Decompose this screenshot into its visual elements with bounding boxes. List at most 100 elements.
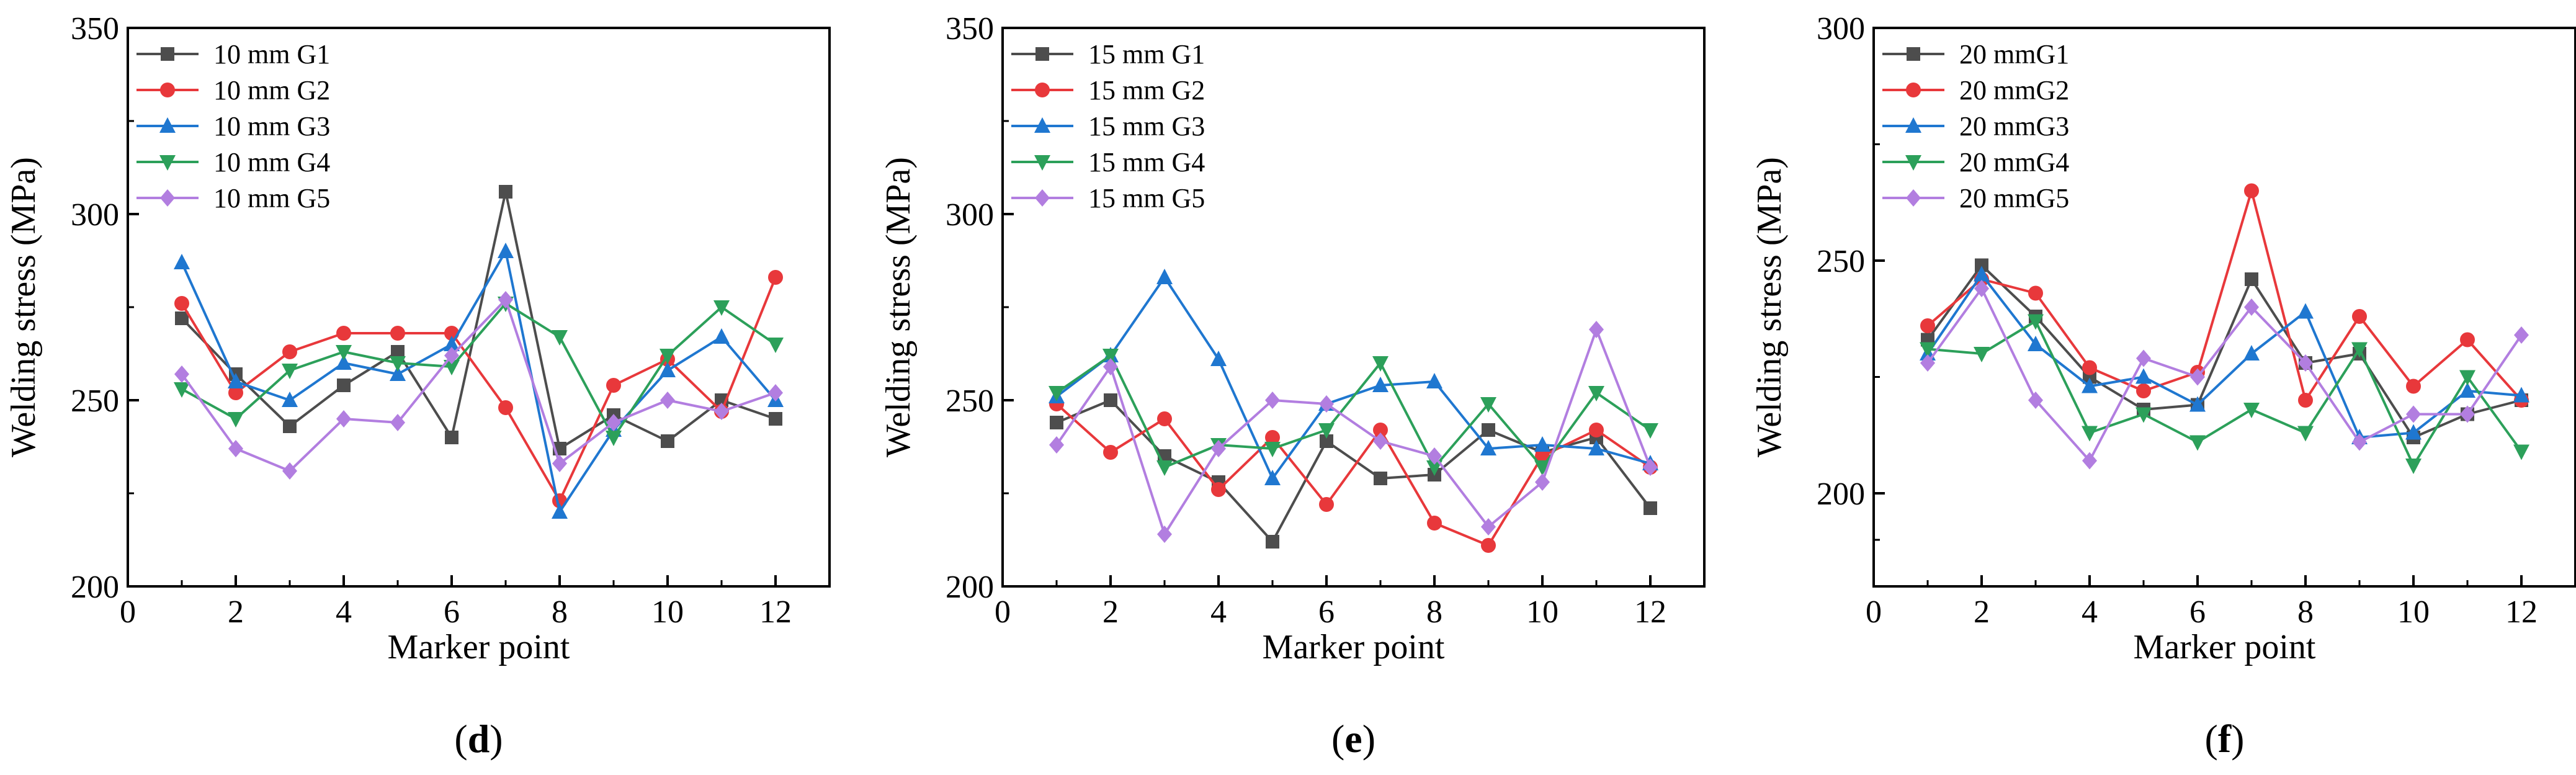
legend-marker [1035,83,1050,97]
legend-entry: 20 mmG2 [1882,75,2069,105]
data-point [498,291,513,308]
legend-entry: 10 mm G4 [136,147,330,177]
data-point [1157,526,1172,543]
legend-marker [1907,47,1920,61]
legend-marker [161,47,174,61]
x-tick-label: 4 [2082,594,2098,630]
data-point [660,362,676,377]
legend-marker [1034,117,1050,133]
legend-label: 15 mm G2 [1088,75,1205,105]
data-point [1156,269,1173,284]
data-point [1588,440,1604,455]
data-point [2082,426,2098,442]
data-point [390,365,406,381]
data-point [1265,392,1280,409]
data-point [282,344,297,359]
data-point [228,385,243,400]
data-point [1589,423,1604,437]
series-10-mm-g2 [174,270,783,508]
data-point [714,403,729,420]
legend-entry: 20 mmG3 [1882,111,2069,141]
series-10-mm-g5 [174,291,783,480]
data-point [768,384,783,401]
series-line [1055,403,1652,547]
data-point [444,347,459,364]
data-point [2352,309,2367,324]
data-point [2136,383,2151,398]
data-point [391,345,405,359]
panel-label: (e) [1331,717,1375,761]
data-point [2189,396,2206,412]
data-point [2351,342,2368,358]
data-point [2298,354,2313,372]
data-point [2406,405,2421,423]
legend-marker [1034,155,1050,171]
data-point [499,185,512,199]
series-line [1926,264,2522,439]
data-point [2460,332,2475,347]
series-10-mm-g4 [174,297,784,446]
legend-marker [1035,189,1050,207]
x-tick-label: 4 [336,594,352,630]
legend-entry: 10 mm G2 [136,75,330,105]
data-point [498,243,514,258]
series-line [181,277,777,502]
chart-panel-e: 0 2 4 6 8 10 12 200 250 300 350 Marker point Welding… [879,11,1706,761]
y-tick-label: 350 [946,11,994,47]
series-10-mm-g3 [174,243,784,519]
data-point [1049,386,1065,401]
panel-label: (f) [2205,717,2245,761]
legend-entry: 20 mmG5 [1882,183,2069,213]
data-point [2405,424,2422,440]
legend-label: 15 mm G5 [1088,183,1205,213]
y-tick-label: 300 [71,197,119,233]
legend-marker [159,117,176,133]
legend-marker [1035,47,1049,61]
data-point [1426,460,1442,476]
data-point [444,360,460,375]
data-point [2459,382,2475,398]
data-point [1974,347,1990,362]
data-point [1320,434,1333,448]
legend: 15 mm G1 15 mm G2 15 mm G3 15 mm G4 15 mm G5 [1011,39,1205,213]
data-point [1319,497,1334,512]
legend-entry: 10 mm G5 [136,183,330,213]
series-line [181,302,777,439]
legend-label: 10 mm G4 [213,147,330,177]
data-point [1102,349,1119,364]
legend-entry: 15 mm G1 [1011,39,1205,69]
x-tick-label: 10 [1526,594,1559,630]
data-point [2297,426,2314,442]
legend-entry: 15 mm G3 [1011,111,1205,141]
panel-label: (d) [454,717,503,761]
legend-label: 20 mmG5 [1959,183,2069,213]
x-axis-label: Marker point [1263,628,1445,666]
data-point [2405,459,2422,474]
data-point [713,300,730,316]
data-point [1534,460,1550,476]
legend-label: 10 mm G3 [213,111,330,141]
x-tick-label: 10 [651,594,684,630]
data-point [1372,377,1389,392]
series-line [181,250,777,513]
data-point [1535,449,1550,464]
data-point [660,349,676,364]
data-point [2460,405,2475,423]
data-point [2514,326,2529,344]
data-point [2513,387,2529,403]
x-tick-label: 8 [1426,594,1442,630]
data-point [282,462,297,480]
data-point [174,365,189,383]
x-tick-label: 8 [552,594,568,630]
data-point [1642,423,1658,439]
legend-entry: 20 mmG1 [1882,39,2069,69]
legend-entry: 10 mm G3 [136,111,330,141]
series-line [181,298,776,472]
data-point [2028,314,2044,330]
data-point [768,270,783,285]
legend-entry: 15 mm G5 [1011,183,1205,213]
y-tick-label: 200 [946,570,994,605]
data-point [1427,447,1442,465]
data-point [2297,303,2314,319]
